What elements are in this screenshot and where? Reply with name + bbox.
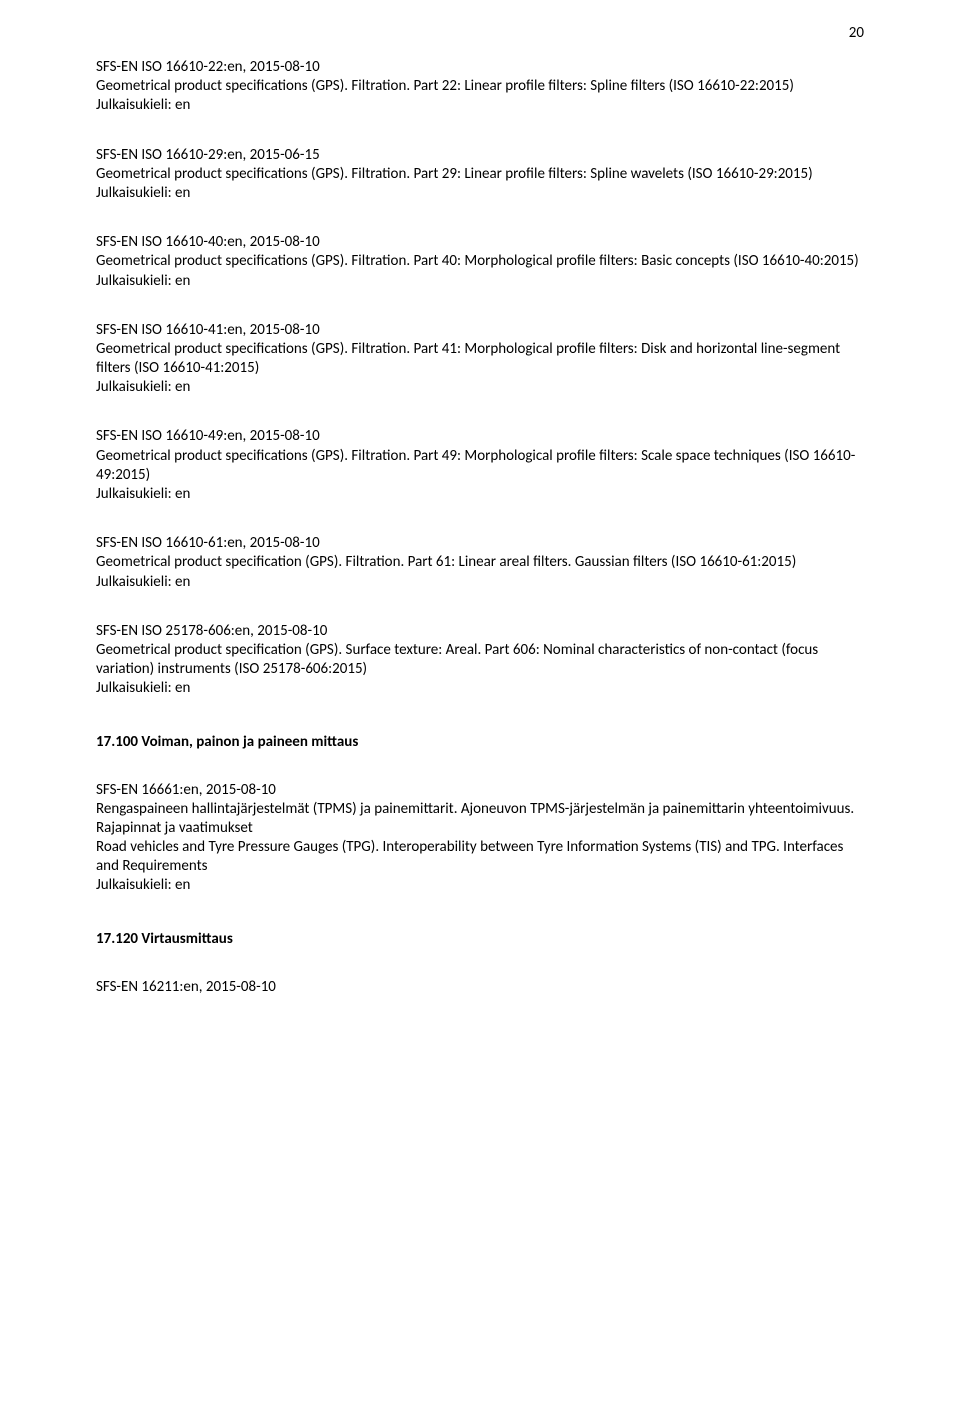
standard-code: SFS-EN ISO 16610-29:en, 2015-06-15 [96, 146, 864, 165]
standard-entry: SFS-EN ISO 16610-40:en, 2015-08-10 Geome… [96, 233, 864, 291]
standard-code: SFS-EN ISO 16610-49:en, 2015-08-10 [96, 427, 864, 446]
standard-entry: SFS-EN ISO 16610-29:en, 2015-06-15 Geome… [96, 146, 864, 204]
standard-entry: SFS-EN 16661:en, 2015-08-10 Rengaspainee… [96, 781, 864, 896]
standard-code: SFS-EN ISO 16610-40:en, 2015-08-10 [96, 233, 864, 252]
standard-entry: SFS-EN ISO 16610-41:en, 2015-08-10 Geome… [96, 321, 864, 398]
standard-code: SFS-EN ISO 16610-61:en, 2015-08-10 [96, 534, 864, 553]
page-number: 20 [849, 24, 864, 42]
standard-description: Geometrical product specifications (GPS)… [96, 165, 864, 184]
standard-code: SFS-EN ISO 16610-41:en, 2015-08-10 [96, 321, 864, 340]
standard-code: SFS-EN ISO 16610-22:en, 2015-08-10 [96, 58, 864, 77]
document-page: 20 SFS-EN ISO 16610-22:en, 2015-08-10 Ge… [0, 0, 960, 1419]
standard-language: Julkaisukieli: en [96, 96, 864, 115]
standard-language: Julkaisukieli: en [96, 272, 864, 291]
standard-entry: SFS-EN ISO 16610-22:en, 2015-08-10 Geome… [96, 58, 864, 116]
standard-description-fi: Rengaspaineen hallintajärjestelmät (TPMS… [96, 800, 864, 838]
section-heading: 17.100 Voiman, painon ja paineen mittaus [96, 733, 864, 751]
standard-description: Geometrical product specification (GPS).… [96, 641, 864, 679]
standard-entry: SFS-EN ISO 16610-61:en, 2015-08-10 Geome… [96, 534, 864, 592]
standard-language: Julkaisukieli: en [96, 679, 864, 698]
standard-description: Geometrical product specifications (GPS)… [96, 77, 864, 96]
standard-entry: SFS-EN ISO 16610-49:en, 2015-08-10 Geome… [96, 427, 864, 504]
standard-description-en: Road vehicles and Tyre Pressure Gauges (… [96, 838, 864, 876]
standard-code: SFS-EN ISO 25178-606:en, 2015-08-10 [96, 622, 864, 641]
standard-language: Julkaisukieli: en [96, 573, 864, 592]
standard-code: SFS-EN 16661:en, 2015-08-10 [96, 781, 864, 800]
standard-language: Julkaisukieli: en [96, 485, 864, 504]
standard-language: Julkaisukieli: en [96, 378, 864, 397]
standard-description: Geometrical product specification (GPS).… [96, 553, 864, 572]
section-heading: 17.120 Virtausmittaus [96, 930, 864, 948]
standard-description: Geometrical product specifications (GPS)… [96, 252, 864, 271]
standard-language: Julkaisukieli: en [96, 876, 864, 895]
standard-language: Julkaisukieli: en [96, 184, 864, 203]
standard-description: Geometrical product specifications (GPS)… [96, 340, 864, 378]
standard-description: Geometrical product specifications (GPS)… [96, 447, 864, 485]
standard-entry: SFS-EN ISO 25178-606:en, 2015-08-10 Geom… [96, 622, 864, 699]
standard-code: SFS-EN 16211:en, 2015-08-10 [96, 978, 864, 997]
